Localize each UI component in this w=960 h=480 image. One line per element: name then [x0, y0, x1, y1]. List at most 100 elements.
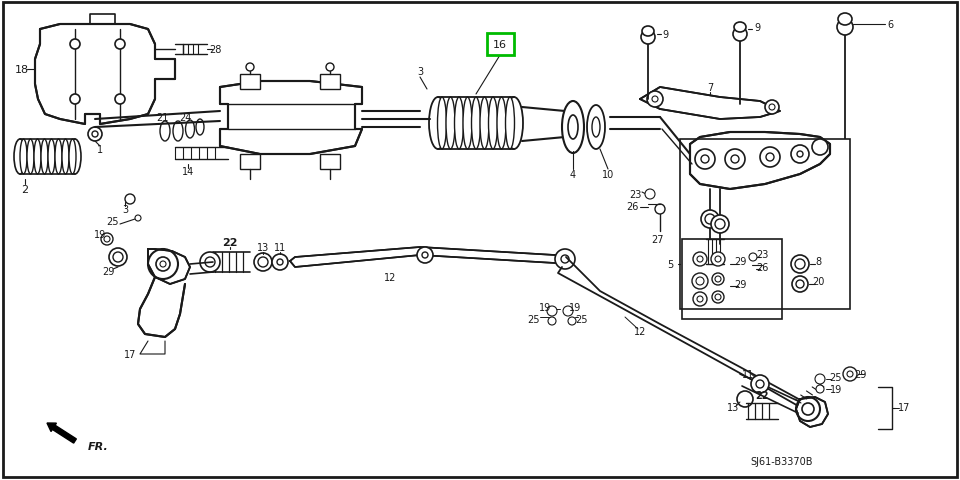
Circle shape: [258, 257, 268, 267]
Circle shape: [715, 294, 721, 300]
Polygon shape: [640, 88, 780, 120]
Text: 19: 19: [94, 229, 107, 240]
Ellipse shape: [34, 140, 41, 175]
Ellipse shape: [196, 120, 204, 136]
Circle shape: [692, 274, 708, 289]
Circle shape: [712, 291, 724, 303]
Polygon shape: [148, 250, 190, 285]
Circle shape: [326, 64, 334, 72]
Ellipse shape: [489, 98, 497, 150]
Circle shape: [715, 276, 721, 282]
Ellipse shape: [69, 140, 81, 175]
Circle shape: [254, 253, 272, 271]
Circle shape: [802, 403, 814, 415]
Ellipse shape: [429, 98, 447, 150]
Text: 29: 29: [733, 279, 746, 289]
Text: 21: 21: [156, 113, 168, 123]
Circle shape: [92, 132, 98, 138]
Circle shape: [70, 95, 80, 105]
Ellipse shape: [27, 140, 34, 175]
Circle shape: [712, 274, 724, 286]
Polygon shape: [138, 277, 185, 337]
Circle shape: [641, 31, 655, 45]
Circle shape: [837, 20, 853, 36]
Circle shape: [246, 64, 254, 72]
Text: 25: 25: [829, 372, 842, 382]
Text: 2: 2: [21, 185, 29, 194]
Circle shape: [791, 255, 809, 274]
Text: 6: 6: [887, 20, 893, 30]
Text: 8: 8: [815, 256, 821, 266]
Ellipse shape: [838, 14, 852, 26]
Ellipse shape: [454, 98, 464, 150]
Text: 10: 10: [602, 169, 614, 180]
Text: 19: 19: [569, 302, 581, 312]
Circle shape: [563, 306, 573, 316]
Text: 25: 25: [576, 314, 588, 324]
Bar: [682, 240, 782, 319]
Circle shape: [737, 391, 753, 407]
Circle shape: [751, 375, 769, 393]
Text: SJ61-B3370B: SJ61-B3370B: [750, 456, 812, 466]
Ellipse shape: [587, 106, 605, 150]
Circle shape: [652, 97, 658, 103]
Text: 26: 26: [626, 202, 638, 212]
Circle shape: [731, 156, 739, 164]
Circle shape: [796, 397, 820, 421]
Text: 20: 20: [812, 276, 825, 287]
Ellipse shape: [471, 98, 481, 150]
Circle shape: [115, 40, 125, 50]
Polygon shape: [220, 82, 362, 155]
Ellipse shape: [497, 98, 506, 150]
Ellipse shape: [69, 140, 76, 175]
Polygon shape: [35, 25, 175, 125]
Text: 29: 29: [102, 266, 114, 276]
Text: 12: 12: [384, 273, 396, 282]
Circle shape: [797, 152, 803, 157]
Ellipse shape: [734, 23, 746, 33]
Bar: [320, 75, 340, 90]
Ellipse shape: [480, 98, 489, 150]
Text: 16: 16: [493, 40, 507, 50]
Circle shape: [796, 280, 804, 288]
Circle shape: [647, 92, 663, 108]
Circle shape: [277, 260, 283, 265]
Ellipse shape: [173, 122, 183, 142]
Ellipse shape: [568, 116, 578, 140]
Ellipse shape: [446, 98, 455, 150]
Text: 27: 27: [651, 235, 663, 244]
Circle shape: [725, 150, 745, 169]
Text: 28: 28: [209, 45, 221, 55]
Ellipse shape: [48, 140, 55, 175]
Circle shape: [791, 146, 809, 164]
Circle shape: [816, 385, 824, 393]
Ellipse shape: [642, 27, 654, 37]
Ellipse shape: [505, 98, 523, 150]
Circle shape: [711, 216, 729, 233]
Circle shape: [843, 367, 857, 381]
Circle shape: [200, 252, 220, 273]
Bar: [240, 75, 260, 90]
Circle shape: [156, 257, 170, 271]
Text: 19: 19: [829, 384, 842, 394]
Ellipse shape: [62, 140, 69, 175]
Circle shape: [795, 260, 805, 269]
Circle shape: [760, 148, 780, 168]
Text: 23: 23: [756, 250, 768, 260]
Text: 22: 22: [223, 238, 238, 248]
Circle shape: [769, 105, 775, 111]
Circle shape: [715, 256, 721, 263]
FancyArrow shape: [47, 423, 77, 443]
Text: 26: 26: [756, 263, 768, 273]
Text: 11: 11: [742, 369, 755, 379]
Text: 7: 7: [707, 83, 713, 93]
Circle shape: [160, 262, 166, 267]
Circle shape: [696, 277, 704, 286]
Text: 25: 25: [527, 314, 540, 324]
Text: 17: 17: [124, 349, 136, 359]
Text: 1: 1: [97, 144, 103, 155]
Circle shape: [693, 252, 707, 266]
Ellipse shape: [160, 122, 170, 142]
Circle shape: [422, 252, 428, 258]
Text: 18: 18: [15, 65, 29, 75]
